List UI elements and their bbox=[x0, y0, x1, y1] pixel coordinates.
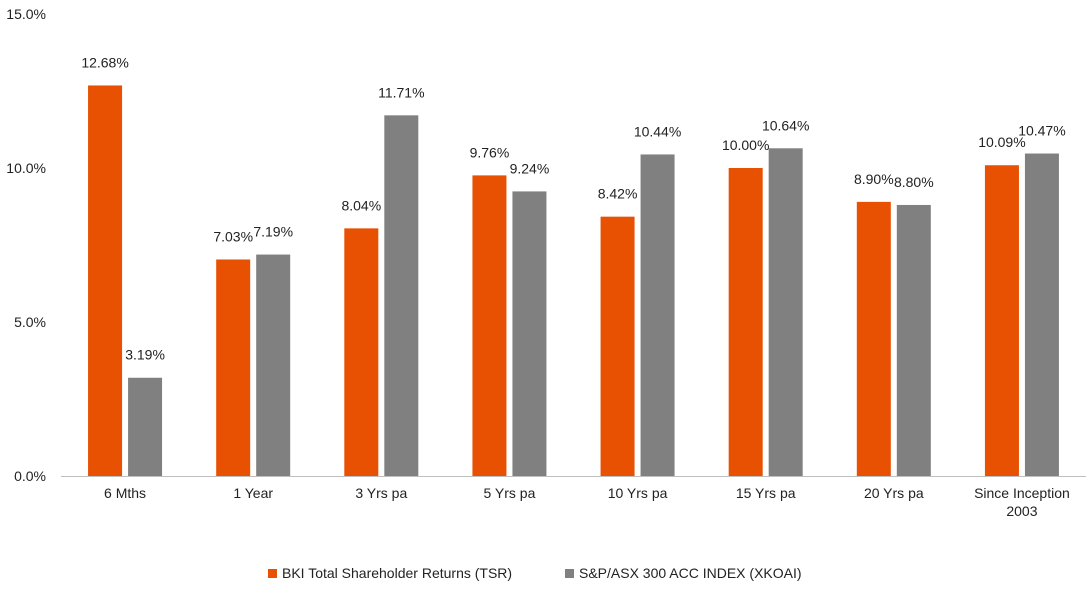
data-label: 10.09% bbox=[978, 134, 1025, 150]
category-labels: 6 Mths 1 Year 3 Yrs pa 5 Yrs pa 10 Yrs pa 15 … bbox=[104, 485, 1070, 519]
data-label: 8.42% bbox=[598, 186, 638, 202]
bar-bki-tsr bbox=[344, 228, 379, 476]
data-label: 10.64% bbox=[762, 117, 809, 133]
y-tick-label: 15.0% bbox=[6, 6, 46, 22]
data-label: 11.71% bbox=[378, 84, 424, 100]
legend-label: S&P/ASX 300 ACC INDEX (XKOAI) bbox=[579, 565, 802, 581]
y-tick-label: 10.0% bbox=[6, 160, 46, 176]
data-label: 8.80% bbox=[894, 174, 934, 190]
y-tick-label: 0.0% bbox=[14, 468, 46, 484]
bar-asx300 bbox=[1024, 153, 1059, 477]
y-axis: 0.0% 5.0% 10.0% 15.0% bbox=[6, 6, 46, 484]
bar-asx300 bbox=[384, 115, 419, 476]
x-category-label: 6 Mths bbox=[104, 485, 146, 501]
data-label: 9.76% bbox=[470, 144, 510, 160]
bar-asx300 bbox=[640, 154, 675, 476]
legend-label: BKI Total Shareholder Returns (TSR) bbox=[282, 565, 512, 581]
x-category-label: 10 Yrs pa bbox=[608, 485, 668, 501]
data-label: 10.00% bbox=[722, 137, 769, 153]
data-label: 12.68% bbox=[81, 54, 128, 70]
x-category-label: 5 Yrs pa bbox=[483, 485, 535, 501]
data-labels: 12.68% 3.19% 7.03% 7.19% 8.04% 11.71% 9.76%9.2… bbox=[81, 54, 1065, 362]
data-label: 8.04% bbox=[341, 197, 381, 213]
bar-asx300 bbox=[128, 377, 163, 476]
bar-bki-tsr bbox=[728, 168, 763, 476]
bar-asx300 bbox=[256, 254, 291, 476]
bar-bki-tsr bbox=[88, 85, 123, 477]
y-tick-label: 5.0% bbox=[14, 314, 46, 330]
bar-asx300 bbox=[896, 204, 931, 476]
x-category-label: 3 Yrs pa bbox=[355, 485, 407, 501]
data-label: 3.19% bbox=[125, 347, 165, 363]
data-label: 7.03% bbox=[213, 228, 253, 244]
x-category-label: 20 Yrs pa bbox=[864, 485, 924, 501]
x-category-label: 2003 bbox=[1006, 503, 1037, 519]
bar-bki-tsr bbox=[600, 216, 635, 476]
bars bbox=[88, 85, 1059, 477]
legend-swatch bbox=[565, 569, 574, 578]
x-category-label: Since Inception bbox=[974, 485, 1070, 501]
bar-asx300 bbox=[512, 191, 547, 476]
bar-bki-tsr bbox=[856, 201, 891, 476]
bar-bki-tsr bbox=[472, 175, 507, 476]
data-label: 10.47% bbox=[1018, 123, 1065, 139]
legend-swatch bbox=[268, 569, 277, 578]
data-label: 8.90% bbox=[854, 171, 894, 187]
x-category-label: 15 Yrs pa bbox=[736, 485, 796, 501]
data-label: 10.44% bbox=[634, 123, 681, 139]
legend: BKI Total Shareholder Returns (TSR) S&P/A… bbox=[268, 565, 802, 581]
data-label: 9.24% bbox=[510, 160, 550, 176]
bar-asx300 bbox=[768, 148, 803, 476]
bar-bki-tsr bbox=[984, 165, 1019, 476]
data-label: 7.19% bbox=[253, 224, 293, 240]
x-category-label: 1 Year bbox=[233, 485, 273, 501]
bar-bki-tsr bbox=[216, 259, 251, 476]
